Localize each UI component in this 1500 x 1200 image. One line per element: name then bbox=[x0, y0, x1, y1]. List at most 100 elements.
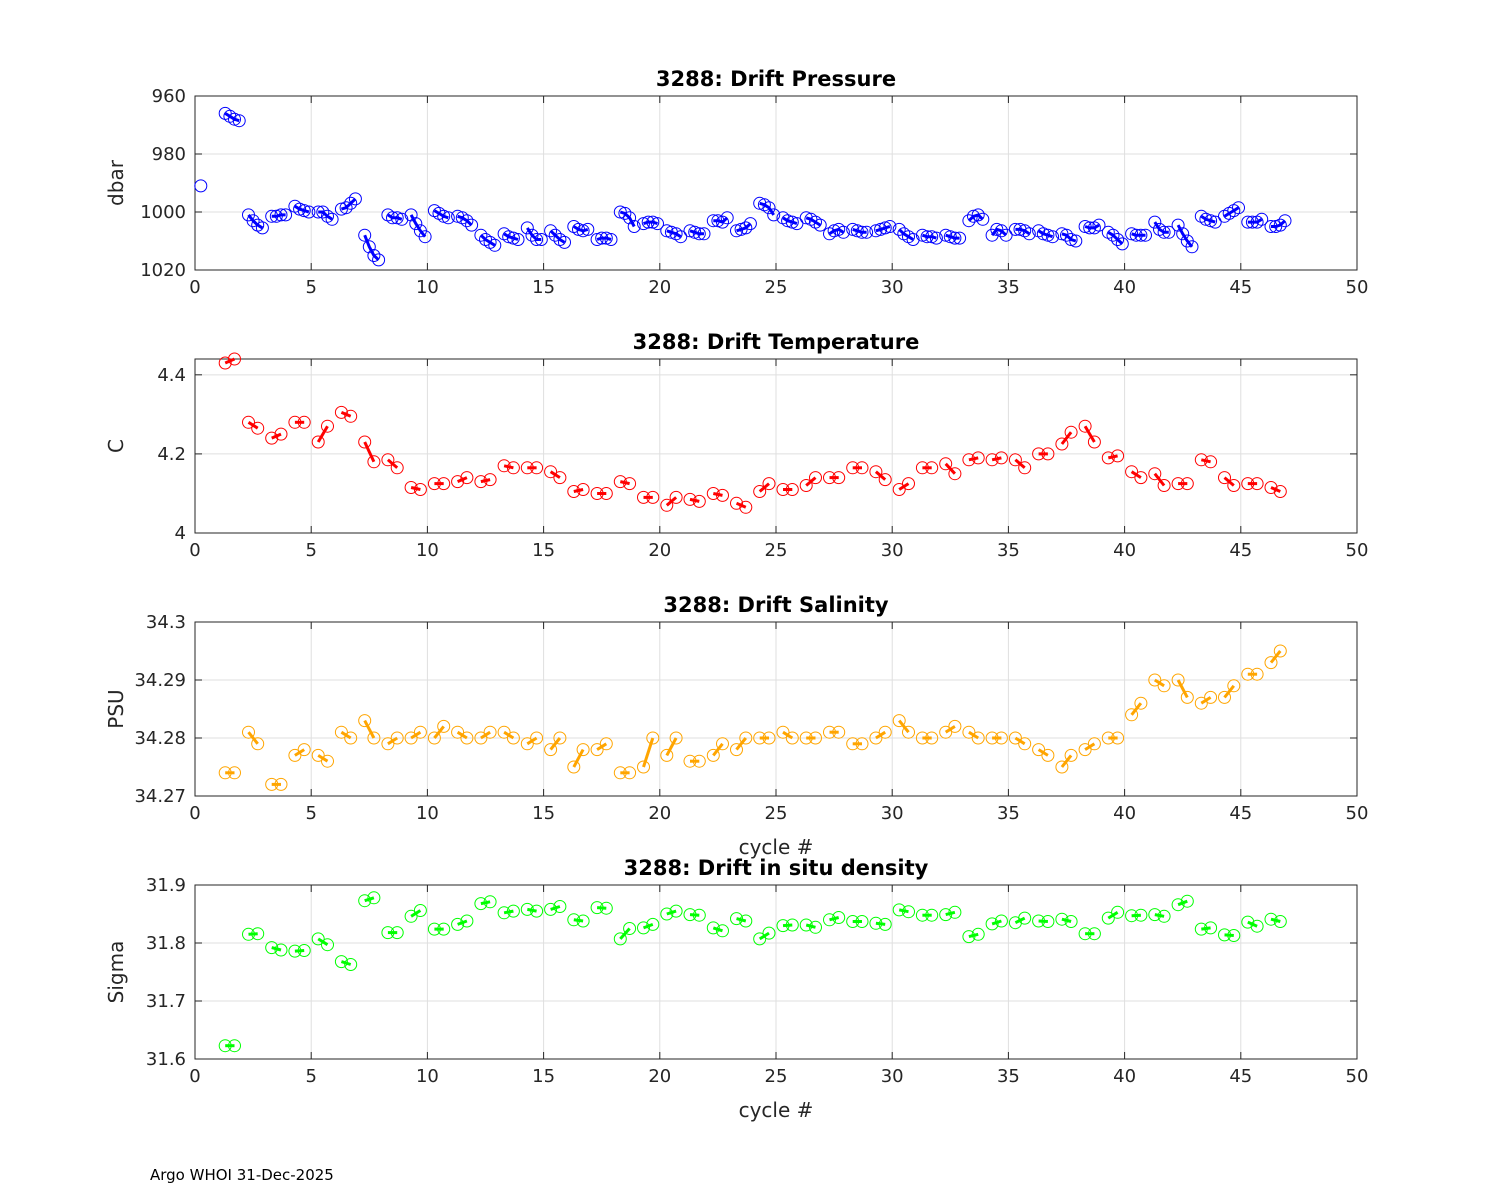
data-point bbox=[623, 477, 637, 491]
y-tick-label: 34.27 bbox=[134, 786, 186, 807]
data-point bbox=[683, 754, 697, 768]
data-point bbox=[339, 201, 353, 215]
data-line bbox=[1037, 748, 1049, 757]
data-point bbox=[1018, 737, 1032, 751]
data-line bbox=[1014, 736, 1026, 746]
x-tick-label: 35 bbox=[997, 1066, 1020, 1087]
data-point bbox=[451, 475, 465, 489]
x-tick-label: 5 bbox=[305, 540, 316, 561]
data-point bbox=[590, 487, 604, 500]
data-point bbox=[1250, 919, 1264, 933]
data-point bbox=[194, 179, 208, 193]
data-line bbox=[945, 910, 956, 917]
y-axis-label: Sigma bbox=[104, 941, 128, 1004]
x-tick-label: 40 bbox=[1113, 277, 1136, 298]
data-point bbox=[939, 457, 953, 471]
data-point bbox=[297, 743, 311, 757]
data-point bbox=[599, 901, 613, 915]
data-point bbox=[413, 483, 427, 496]
data-point bbox=[1208, 215, 1222, 229]
data-point bbox=[669, 904, 683, 918]
data-line bbox=[736, 222, 752, 233]
data-point bbox=[525, 228, 539, 242]
data-point bbox=[1041, 915, 1055, 928]
data-line bbox=[247, 213, 264, 230]
data-line bbox=[736, 917, 747, 923]
data-point bbox=[451, 725, 465, 739]
data-point bbox=[846, 222, 860, 236]
data-point bbox=[288, 748, 302, 762]
data-point bbox=[460, 731, 474, 745]
y-tick-label: 4 bbox=[175, 523, 186, 544]
data-point bbox=[1199, 212, 1213, 226]
data-line bbox=[1037, 229, 1054, 239]
data-point bbox=[962, 725, 976, 739]
data-point bbox=[1273, 915, 1287, 928]
data-line bbox=[1107, 454, 1118, 460]
data-point bbox=[925, 461, 939, 475]
data-point bbox=[716, 488, 729, 502]
data-point bbox=[1245, 215, 1259, 229]
data-line bbox=[1015, 227, 1031, 236]
data-point bbox=[692, 908, 706, 922]
x-tick-label: 35 bbox=[997, 540, 1020, 561]
data-point bbox=[1194, 453, 1208, 467]
data-point bbox=[325, 212, 339, 226]
data-point bbox=[288, 415, 302, 429]
data-line bbox=[363, 719, 376, 739]
data-point bbox=[279, 208, 293, 222]
data-point bbox=[823, 227, 836, 241]
data-point bbox=[1273, 218, 1287, 232]
data-point bbox=[832, 725, 846, 739]
data-point bbox=[1069, 234, 1083, 248]
data-point bbox=[474, 897, 488, 911]
data-point bbox=[1111, 731, 1125, 745]
data-point bbox=[544, 902, 558, 916]
data-point bbox=[321, 754, 334, 768]
data-point bbox=[1064, 425, 1078, 439]
data-point bbox=[265, 209, 279, 223]
data-point bbox=[799, 211, 813, 225]
data-point bbox=[753, 485, 767, 498]
data-point bbox=[251, 737, 265, 751]
data-point bbox=[297, 944, 311, 957]
data-point bbox=[334, 405, 348, 419]
x-tick-label: 45 bbox=[1229, 540, 1252, 561]
data-point bbox=[706, 487, 720, 500]
data-point bbox=[381, 453, 395, 467]
data-point bbox=[1134, 228, 1148, 242]
data-point bbox=[1008, 453, 1022, 467]
x-tick-label: 15 bbox=[532, 803, 555, 824]
data-point bbox=[451, 209, 465, 223]
data-point bbox=[1264, 220, 1278, 233]
data-point bbox=[855, 737, 869, 751]
data-point bbox=[1018, 224, 1032, 238]
data-point bbox=[1111, 905, 1125, 919]
data-line bbox=[573, 918, 584, 923]
data-point bbox=[595, 231, 609, 245]
data-line bbox=[480, 900, 491, 906]
data-point bbox=[474, 731, 488, 745]
x-tick-label: 45 bbox=[1229, 1066, 1252, 1087]
x-tick-label: 10 bbox=[416, 803, 439, 824]
data-point bbox=[623, 211, 637, 225]
data-point bbox=[534, 233, 548, 246]
data-point bbox=[288, 944, 302, 958]
data-point bbox=[1227, 929, 1241, 942]
x-tick-label: 0 bbox=[189, 277, 200, 298]
data-point bbox=[823, 471, 836, 485]
data-line bbox=[712, 742, 724, 757]
data-point bbox=[567, 760, 581, 774]
x-tick-label: 25 bbox=[765, 277, 788, 298]
data-point bbox=[971, 731, 985, 745]
data-line bbox=[852, 227, 867, 234]
data-point bbox=[1180, 690, 1194, 704]
data-point bbox=[902, 477, 915, 491]
x-tick-label: 30 bbox=[881, 540, 904, 561]
data-point bbox=[906, 233, 920, 246]
data-point bbox=[1046, 230, 1060, 244]
data-point bbox=[939, 725, 953, 739]
data-line bbox=[805, 923, 816, 929]
data-point bbox=[799, 731, 813, 745]
data-point bbox=[334, 955, 348, 969]
